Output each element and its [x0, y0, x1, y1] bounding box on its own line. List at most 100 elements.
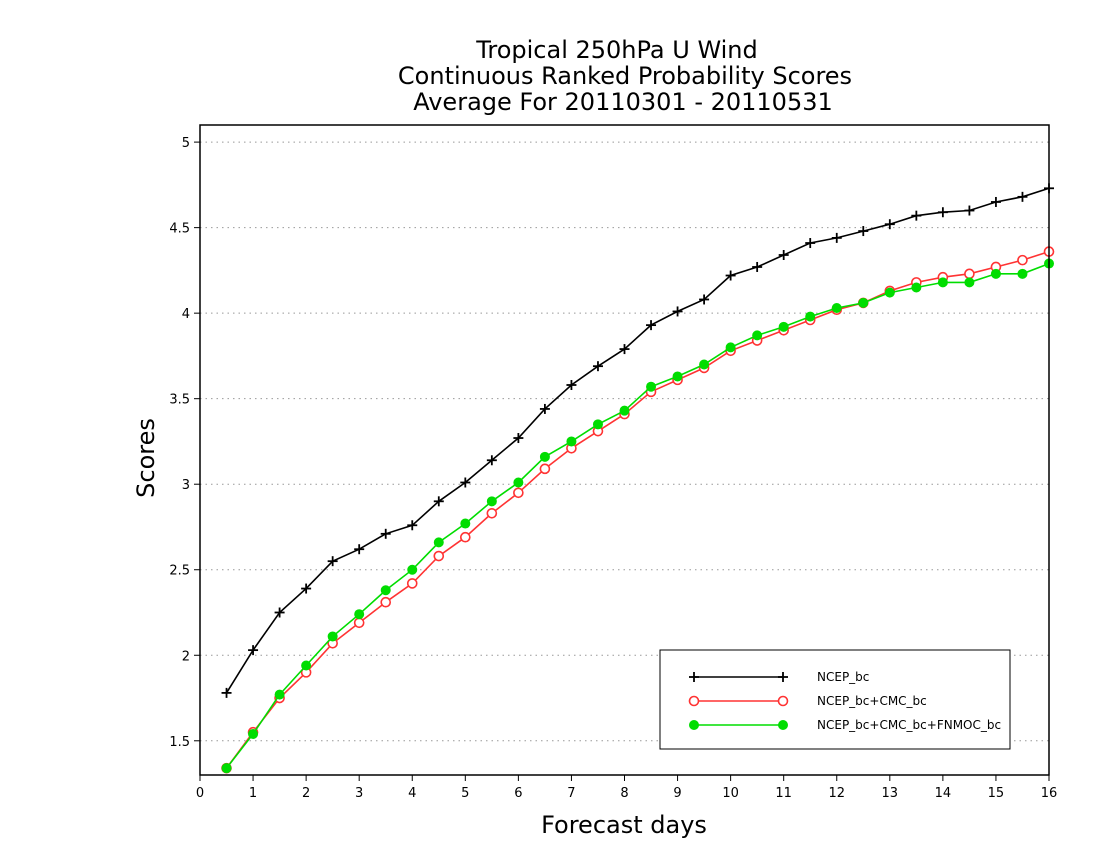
data-point — [248, 728, 259, 739]
data-point — [1017, 254, 1028, 266]
x-tick-label: 8 — [620, 786, 628, 801]
data-point — [672, 306, 683, 317]
data-point — [699, 359, 710, 370]
data-point — [460, 518, 471, 529]
data-point — [964, 277, 975, 288]
x-tick-label: 14 — [935, 786, 952, 801]
data-point — [353, 617, 365, 629]
chart-title: Tropical 250hPa U Wind Continuous Ranked… — [398, 36, 852, 116]
legend-item: NCEP_bc+CMC_bc+FNMOC_bc — [689, 718, 1001, 732]
data-point — [513, 487, 524, 499]
data-point — [937, 207, 948, 218]
x-tick-label: 7 — [567, 786, 575, 801]
legend-label: NCEP_bc — [817, 670, 869, 684]
data-point — [805, 311, 816, 322]
data-point — [937, 277, 948, 288]
data-point — [221, 687, 232, 698]
legend-marker — [689, 672, 699, 682]
data-point — [619, 405, 630, 416]
x-tick-label: 15 — [988, 786, 1005, 801]
legend-label: NCEP_bc+CMC_bc — [817, 694, 927, 708]
legend-item: NCEP_bc+CMC_bc — [688, 694, 927, 708]
data-point — [911, 210, 922, 221]
data-point — [699, 294, 710, 305]
x-axis-ticks: 0 1 2 3 4 5 6 7 8 9 10 11 12 13 14 15 16 — [196, 775, 1057, 801]
legend-marker — [689, 720, 699, 730]
data-point — [858, 297, 869, 308]
y-tick-label: 2 — [182, 649, 190, 664]
data-point — [380, 528, 391, 539]
data-point — [354, 609, 365, 620]
series-line — [225, 187, 1050, 694]
y-tick-label: 4.5 — [169, 222, 190, 237]
x-tick-label: 6 — [514, 786, 522, 801]
data-point — [460, 477, 471, 488]
data-point — [513, 433, 524, 444]
data-point — [354, 544, 365, 555]
data-point — [248, 645, 259, 656]
legend-item: NCEP_bc — [689, 670, 869, 684]
x-axis-title: Forecast days — [541, 811, 707, 839]
legend-marker — [778, 720, 788, 730]
data-point — [884, 287, 895, 298]
data-point — [380, 585, 391, 596]
data-point — [486, 455, 497, 466]
legend-label: NCEP_bc+CMC_bc+FNMOC_bc — [817, 718, 1001, 732]
data-point — [805, 238, 816, 249]
legend: NCEP_bc NCEP_bc+CMC_bc NCEP_bc+CMC_bc+FNMO… — [659, 649, 1011, 750]
data-point — [301, 583, 312, 594]
data-point — [433, 537, 444, 548]
data-point — [752, 261, 763, 272]
data-point — [592, 419, 603, 430]
data-point — [619, 344, 630, 355]
y-tick-label: 3 — [182, 478, 190, 493]
data-point — [566, 380, 577, 390]
legend-marker — [777, 695, 789, 707]
data-point — [1017, 268, 1028, 279]
data-point — [752, 330, 763, 341]
data-point — [274, 607, 285, 618]
data-point — [486, 507, 498, 519]
data-point — [407, 520, 418, 531]
y-tick-label: 3.5 — [169, 393, 190, 408]
x-tick-label: 9 — [673, 786, 681, 801]
data-point — [327, 556, 338, 567]
data-point — [725, 342, 736, 353]
y-tick-label: 2.5 — [169, 564, 190, 579]
data-point — [884, 219, 895, 230]
legend-marker — [778, 672, 788, 682]
data-point — [407, 564, 418, 575]
data-point — [406, 578, 418, 589]
series-2 — [221, 258, 1054, 774]
gridlines — [200, 141, 1049, 742]
y-tick-label: 1.5 — [169, 735, 190, 750]
data-point — [831, 303, 842, 314]
legend-items: NCEP_bc NCEP_bc+CMC_bc NCEP_bc+CMC_bc+FNMO… — [688, 670, 1001, 732]
x-tick-label: 16 — [1041, 786, 1058, 801]
series-0 — [221, 183, 1054, 698]
data-point — [539, 451, 550, 462]
data-point — [221, 763, 232, 774]
data-point — [990, 268, 1001, 279]
data-point — [274, 689, 285, 700]
x-tick-label: 4 — [408, 786, 416, 801]
plot-frame — [199, 124, 1050, 776]
series-group — [221, 183, 1055, 774]
title-line-1: Tropical 250hPa U Wind — [475, 36, 758, 64]
y-axis-title: Scores — [132, 418, 160, 498]
data-point — [672, 371, 683, 382]
data-point — [831, 232, 842, 243]
data-point — [486, 496, 497, 507]
data-point — [646, 381, 657, 392]
x-tick-label: 0 — [196, 786, 204, 801]
data-point — [301, 660, 312, 671]
y-tick-label: 4 — [182, 307, 190, 322]
data-point — [990, 196, 1001, 207]
data-point — [778, 250, 789, 260]
data-point — [566, 436, 577, 447]
data-point — [778, 321, 789, 332]
y-tick-label: 5 — [182, 136, 190, 151]
data-point — [433, 550, 445, 562]
x-tick-label: 2 — [302, 786, 310, 801]
y-axis-ticks: 1.5 2 2.5 3 3.5 4 4.5 5 — [169, 136, 200, 750]
